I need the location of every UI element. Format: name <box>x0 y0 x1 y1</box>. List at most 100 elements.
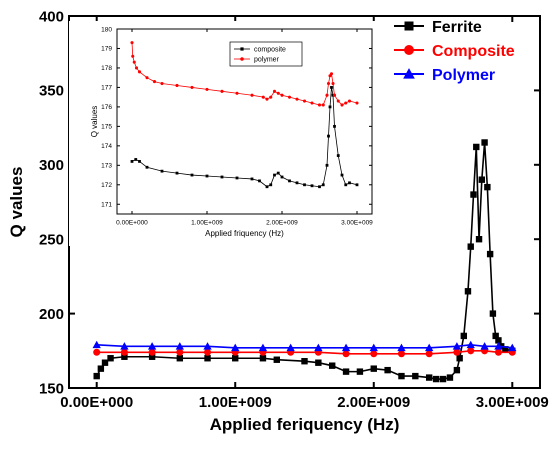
inset-x-tick-label: 2.00E+009 <box>266 220 298 227</box>
main-point-ferrite <box>478 176 486 183</box>
main-point-polymer <box>147 342 157 350</box>
main-point-ferrite <box>460 332 468 340</box>
main-point-polymer <box>258 343 268 352</box>
inset-series-polymer <box>130 41 359 107</box>
main-point-composite <box>120 348 128 356</box>
main-point-ferrite <box>470 191 477 198</box>
inset-point-polymer <box>310 101 314 105</box>
inset-legend: composite polymer <box>229 41 303 67</box>
inset-point-composite <box>145 165 149 169</box>
main-point-ferrite <box>384 366 391 374</box>
inset-point-composite <box>235 176 239 180</box>
main-point-ferrite <box>356 368 364 375</box>
main-point-polymer <box>231 343 240 352</box>
main-x-tick-label: 1.00E+009 <box>199 394 272 411</box>
main-x-tick-label: 2.00E+009 <box>337 394 410 411</box>
main-point-composite <box>397 350 405 358</box>
main-point-ferrite <box>329 362 336 369</box>
inset-point-composite <box>348 181 351 185</box>
inset-point-polymer <box>250 93 254 97</box>
legend-marker-ferrite <box>404 21 414 31</box>
inset-x-tick-label: 0.00E+000 <box>116 220 148 227</box>
inset-point-composite <box>265 185 269 189</box>
inset-point-polymer <box>205 87 209 91</box>
main-point-ferrite <box>301 358 308 365</box>
inset-point-composite <box>205 174 209 178</box>
main-point-polymer <box>466 340 475 349</box>
inset-point-composite <box>355 183 359 187</box>
main-point-composite <box>494 348 502 356</box>
main-point-polymer <box>369 343 378 352</box>
legend-marker-composite <box>404 45 414 55</box>
main-point-polymer <box>175 342 184 350</box>
main-point-ferrite <box>107 355 114 362</box>
main-point-composite <box>148 348 156 356</box>
inset-x-axis-label: Applied friquency (Hz) <box>205 229 284 238</box>
main-point-composite <box>425 350 433 358</box>
main-point-ferrite <box>502 346 509 353</box>
main-y-tick-label: 300 <box>39 157 64 174</box>
inset-point-polymer <box>295 97 299 101</box>
main-y-axis-label: Q values <box>7 167 26 238</box>
main-point-ferrite <box>148 353 156 360</box>
main-point-ferrite <box>370 365 377 372</box>
inset-line-composite <box>131 87 358 188</box>
main-point-composite <box>467 347 475 355</box>
inset-legend-box <box>229 41 303 67</box>
main-point-ferrite <box>121 353 128 360</box>
inset-point-polymer <box>175 83 179 88</box>
main-point-ferrite <box>464 288 472 295</box>
legend-label-polymer: Polymer <box>432 67 495 84</box>
main-point-ferrite <box>232 355 239 362</box>
main-point-ferrite <box>489 310 497 317</box>
inset-point-polymer <box>152 80 157 84</box>
inset-point-composite <box>330 86 333 89</box>
inset-y-tick-label: 174 <box>101 143 112 150</box>
inset-point-composite <box>258 179 261 183</box>
inset-point-polymer <box>332 93 337 97</box>
main-point-ferrite <box>484 183 491 191</box>
main-point-ferrite <box>492 332 499 340</box>
main-y-tick-label: 150 <box>39 380 64 397</box>
inset-point-polymer <box>160 81 164 86</box>
inset-point-polymer <box>272 89 277 93</box>
inset-y-tick-label: 172 <box>101 182 112 189</box>
inset-y-tick-label: 171 <box>101 202 112 209</box>
main-point-ferrite <box>453 366 461 374</box>
inset-point-polymer <box>325 93 329 97</box>
inset-point-composite <box>273 173 276 177</box>
legend-label-ferrite: Ferrite <box>432 19 482 36</box>
inset-legend-marker-composite <box>240 47 244 51</box>
inset-point-polymer <box>132 60 136 64</box>
inset-point-polymer <box>326 81 331 86</box>
inset-point-polymer <box>355 101 359 105</box>
inset-point-composite <box>269 183 273 187</box>
inset-point-polymer <box>336 99 340 103</box>
main-point-composite <box>204 348 212 356</box>
main-point-ferrite <box>398 372 405 380</box>
inset-point-polymer <box>302 99 307 103</box>
main-point-ferrite <box>495 337 502 344</box>
main-x-tick-label: 3.00E+009 <box>476 394 549 411</box>
inset-legend-marker-polymer <box>240 57 244 61</box>
inset-point-polymer <box>134 66 139 70</box>
inset-point-polymer <box>190 85 194 89</box>
main-point-ferrite <box>467 243 474 250</box>
legend-label-composite: Composite <box>432 43 515 60</box>
main-point-ferrite <box>259 355 267 362</box>
inset-point-polymer <box>265 97 269 101</box>
main-point-composite <box>342 350 350 358</box>
inset-point-composite <box>303 183 306 187</box>
main-y-tick-label: 400 <box>39 8 64 25</box>
inset-frame <box>116 28 373 215</box>
inset-point-composite <box>340 173 344 177</box>
main-point-polymer <box>508 343 517 352</box>
main-point-ferrite <box>93 372 100 380</box>
main-point-ferrite <box>342 368 350 375</box>
inset-x-tick-label: 3.00E+009 <box>341 220 373 227</box>
inset-point-polymer <box>269 95 273 99</box>
main-point-polymer <box>452 342 462 350</box>
inset-y-tick-label: 180 <box>101 26 112 33</box>
inset-point-polymer <box>344 101 348 105</box>
